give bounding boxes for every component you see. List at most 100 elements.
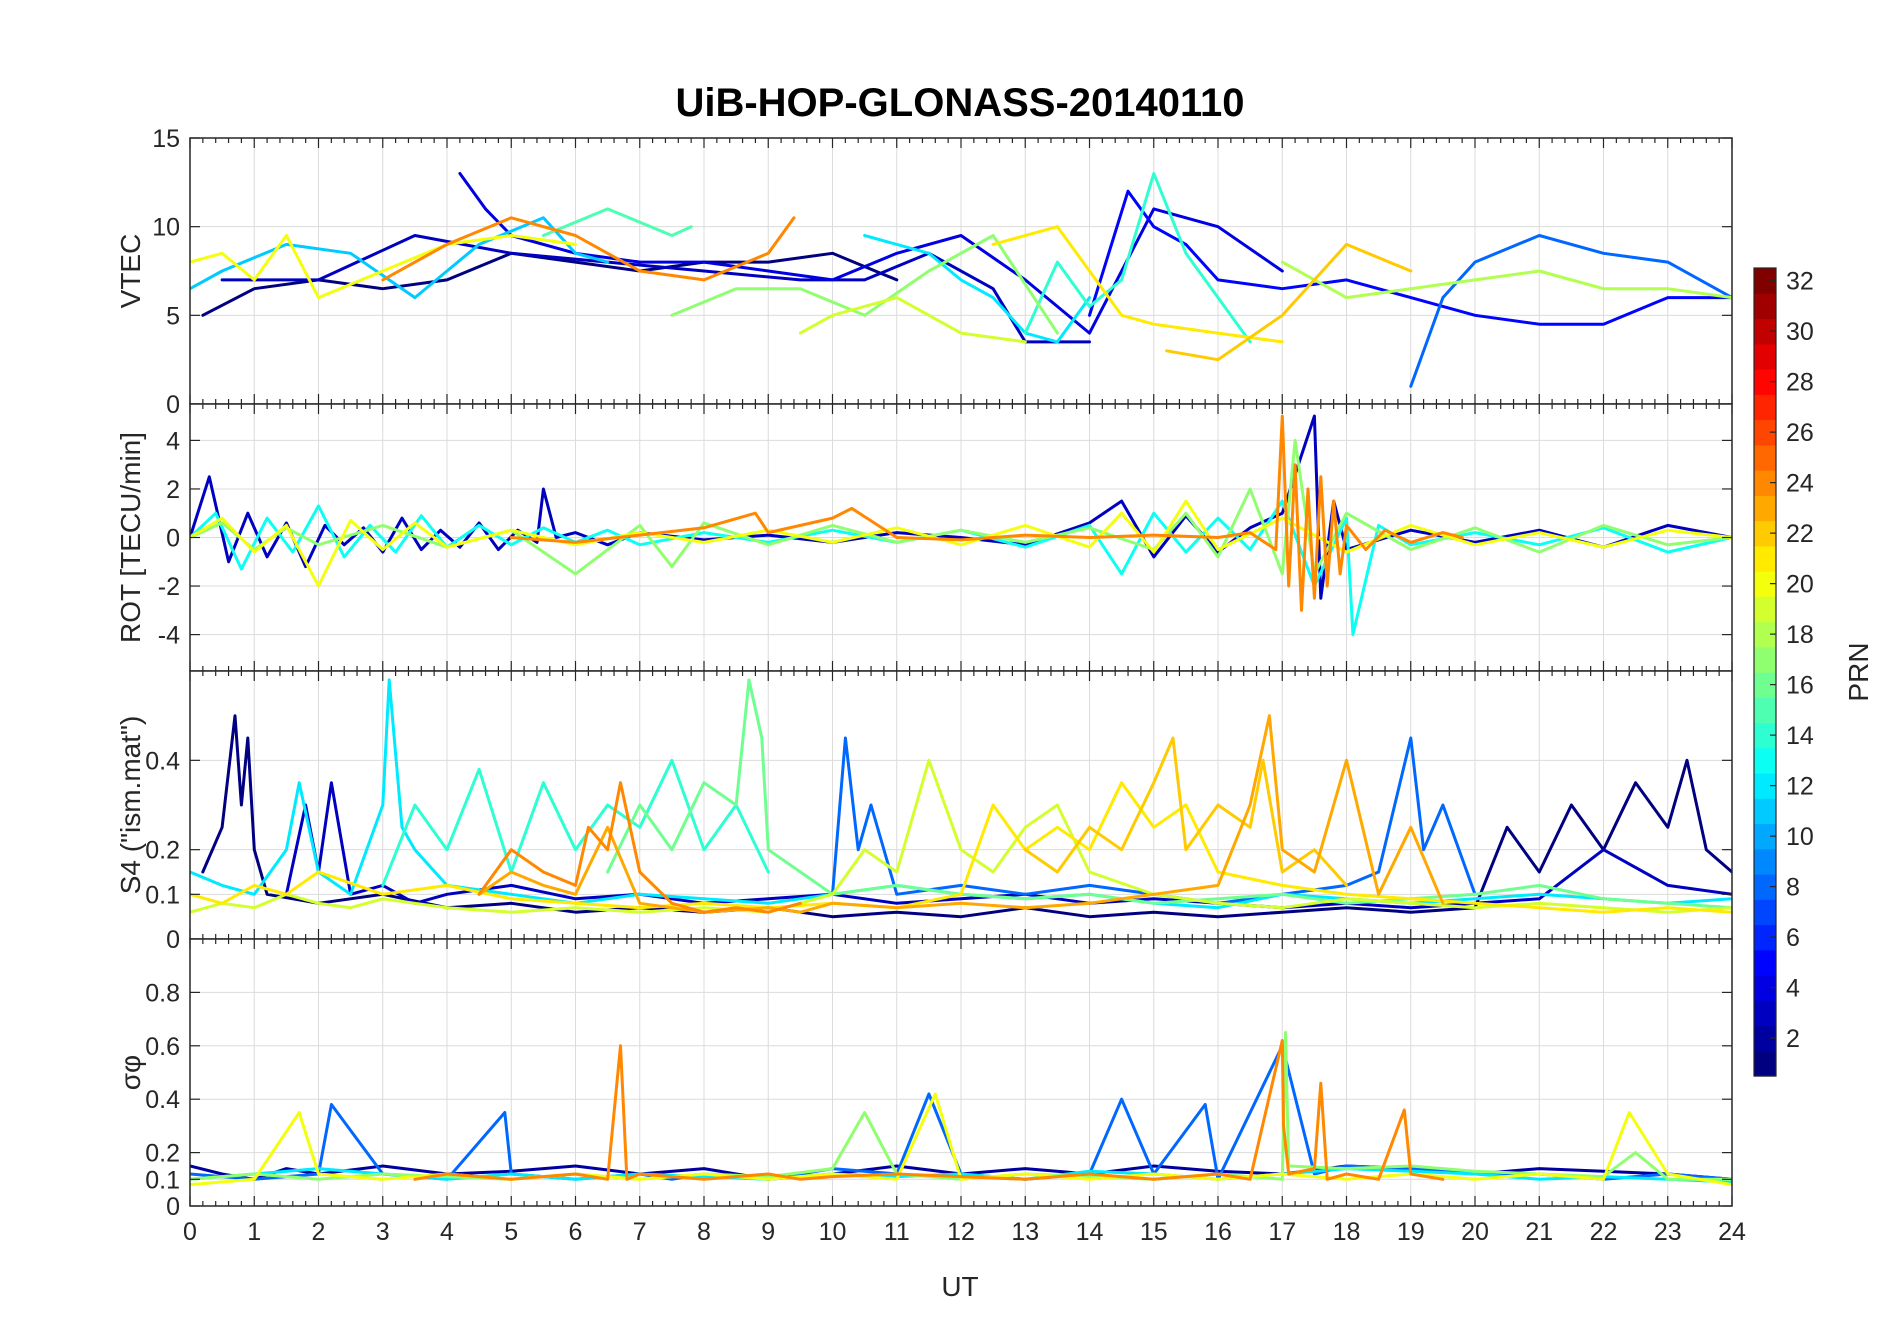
y-tick-label: 0.4 [145,1086,180,1114]
colorbar-tick-label: 22 [1786,520,1814,548]
y-tick-label: 0.1 [145,1166,180,1194]
colorbar-swatch [1754,444,1776,471]
colorbar-swatch [1754,1050,1776,1077]
y-tick-label: 0 [166,391,180,419]
colorbar-swatch [1754,419,1776,446]
x-tick-label: 13 [1011,1218,1039,1246]
colorbar-frame [1753,267,1777,1077]
vtec-series-prn-24 [381,216,796,282]
s4-series-prn-22 [1023,736,1348,887]
x-tick-label: 4 [440,1218,454,1246]
vtec-series-prn-15 [541,207,693,237]
s4-series-prn-1 [201,714,1732,919]
x-tick-label: 18 [1333,1218,1361,1246]
colorbar-swatch [1754,747,1776,774]
colorbar-tick-label: 6 [1786,924,1800,952]
vtec-series-prn-21 [991,225,1284,344]
x-tick-label: 0 [183,1218,197,1246]
y-tick-label: 0.4 [145,747,180,775]
x-axis-label: UT [941,1271,978,1302]
y-tick-label: 0 [166,525,180,553]
colorbar-tick-label: 24 [1786,470,1814,498]
y-axis-label-sigma: σφ [115,1055,146,1090]
vtec-series-prn-17 [670,234,1059,335]
rot-series-prn-24 [509,414,1464,612]
vtec-series-prn-20 [190,234,577,300]
colorbar-swatch [1754,318,1776,345]
colorbar-swatch [1754,571,1776,597]
y-tick-label: 0.2 [145,1140,180,1168]
x-tick-label: 20 [1461,1218,1489,1246]
colorbar-swatch [1754,949,1776,976]
y-tick-label: 0 [166,1193,180,1221]
x-tick-label: 21 [1525,1218,1553,1246]
y-tick-label: 0.6 [145,1033,180,1061]
y-tick-label: 0.2 [145,837,180,865]
vtec-series-prn-5 [1088,189,1732,326]
s4-series [190,678,1732,919]
colorbar-swatch [1754,268,1776,294]
colorbar-swatch [1754,520,1776,547]
s4-series-prn-19 [190,758,1732,914]
colorbar-swatch [1754,874,1776,900]
colorbar-swatch [1754,924,1776,951]
sigma-series-prn-24 [413,1039,1445,1181]
y-tick-label: 0.8 [145,979,180,1007]
panel-sigma: 00.10.2 0.4 0.6 0.8 σφ [115,938,1733,1221]
rot-series-prn-20 [190,499,1732,588]
x-tick-label: 9 [761,1218,775,1246]
panel-vtec: 0 5 10 15 VTEC [115,125,1733,419]
rot-series [190,414,1732,637]
colorbar-swatch [1754,596,1776,623]
y-axis-label-s4: S4 ("ism.mat") [115,716,146,895]
y-tick-label: 0.1 [145,881,180,909]
colorbar-swatch [1754,545,1776,572]
x-tick-label: 17 [1268,1218,1296,1246]
vtec-series-prn-8 [1409,234,1732,388]
vtec-series-prn-12 [863,234,1091,344]
x-tick-label: 12 [947,1218,975,1246]
s4-series-prn-24 [477,781,802,914]
colorbar-swatch [1754,848,1776,875]
colorbar-swatch [1754,343,1776,370]
colorbar-swatch [1754,975,1776,1001]
x-tick-label: 24 [1718,1218,1746,1246]
colorbar-tick-label: 26 [1786,419,1814,447]
vtec-series-prn-18 [1280,260,1732,300]
colorbar-swatch [1754,697,1776,724]
y-axis-label-rot: ROT [TECU/min] [115,432,146,643]
colorbar-tick-label: 16 [1786,672,1814,700]
colorbar-swatch [1754,293,1776,320]
x-tick-label: 15 [1140,1218,1168,1246]
colorbar-swatch [1754,1000,1776,1027]
y-tick-label: 4 [166,427,180,455]
colorbar-swatch [1754,672,1776,698]
x-tick-label: 5 [504,1218,518,1246]
colorbar-swatch [1754,394,1776,421]
colorbar-tick-label: 30 [1786,318,1814,346]
colorbar-tick-label: 18 [1786,621,1814,649]
y-tick-label: 10 [152,214,180,242]
colorbar-swatch [1754,722,1776,749]
y-tick-label: -2 [158,573,180,601]
colorbar-tick-label: 12 [1786,773,1814,801]
colorbar-swatch [1754,899,1776,926]
x-tick-label: 19 [1397,1218,1425,1246]
vtec-series [190,172,1732,388]
s4-series-prn-14 [381,758,770,887]
colorbar-swatch [1754,646,1776,673]
y-tick-label: 0 [166,926,180,954]
s4-series-prn-23 [477,714,1445,914]
colorbar-swatch [1754,621,1776,648]
x-tick-label: 3 [376,1218,390,1246]
x-tick-label: 16 [1204,1218,1232,1246]
y-tick-label: -4 [158,622,180,650]
chart-title: UiB-HOP-GLONASS-20140110 [675,81,1244,125]
s4-series-prn-16 [606,678,1732,910]
colorbar-swatch [1754,495,1776,522]
vtec-series-prn-14 [1023,172,1252,344]
colorbar-swatch [1754,369,1776,395]
colorbar-swatch [1754,773,1776,799]
colorbar-swatch [1754,823,1776,850]
